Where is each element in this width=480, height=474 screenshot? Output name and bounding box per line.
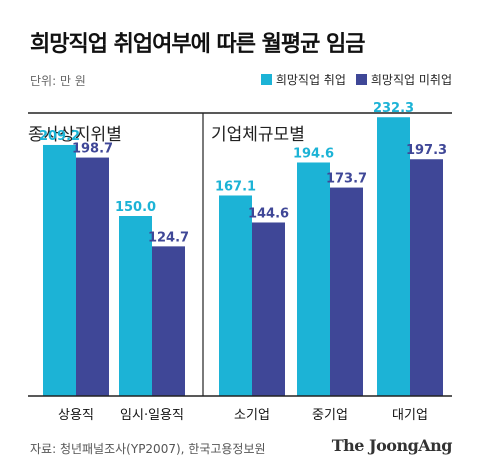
legend-label-employed: 희망직업 취업 [275, 73, 346, 87]
legend-label-not-employed: 희망직업 미취업 [370, 73, 452, 87]
legend-item-not-employed: 희망직업 미취업 [355, 71, 452, 88]
bar-employed [119, 216, 152, 396]
data-label: 209.2 [39, 129, 80, 144]
data-label: 124.7 [148, 230, 189, 245]
data-label: 173.7 [326, 172, 367, 187]
group-label: 기업체규모별 [211, 125, 305, 145]
source-note: 자료: 청년패널조사(YP2007), 한국고용정보원 [30, 442, 266, 456]
legend-swatch-not-employed [355, 74, 367, 85]
group-label: 종사상지위별 [28, 125, 122, 145]
bar-not-employed [252, 222, 285, 396]
legend-item-employed: 희망직업 취업 [260, 71, 346, 88]
category-label: 상용직 [58, 408, 94, 423]
bar-employed [43, 144, 76, 396]
category-label: 소기업 [234, 408, 270, 423]
data-label: 167.1 [215, 179, 256, 194]
data-label: 144.6 [248, 206, 289, 221]
bar-employed [297, 162, 330, 396]
legend-swatch-employed [260, 74, 272, 85]
data-label: 232.3 [373, 101, 414, 116]
bar-employed [219, 195, 252, 396]
bar-employed [377, 117, 410, 397]
category-label: 임시·일용직 [120, 408, 184, 423]
bar-not-employed [330, 187, 363, 396]
bar-not-employed [76, 157, 109, 396]
bar-not-employed [152, 246, 185, 396]
data-label: 198.7 [72, 142, 113, 157]
data-label: 194.6 [293, 146, 334, 161]
bar-not-employed [410, 159, 443, 396]
unit-label: 단위: 만 원 [30, 74, 86, 88]
category-label: 대기업 [392, 408, 428, 423]
data-label: 197.3 [406, 143, 447, 158]
chart-title: 희망직업 취업여부에 따른 월평균 임금 [30, 32, 365, 57]
category-label: 중기업 [312, 408, 348, 423]
brand-logo: The JoongAng [331, 436, 453, 455]
data-label: 150.0 [115, 200, 156, 215]
legend: 희망직업 취업 희망직업 미취업 [260, 71, 452, 88]
